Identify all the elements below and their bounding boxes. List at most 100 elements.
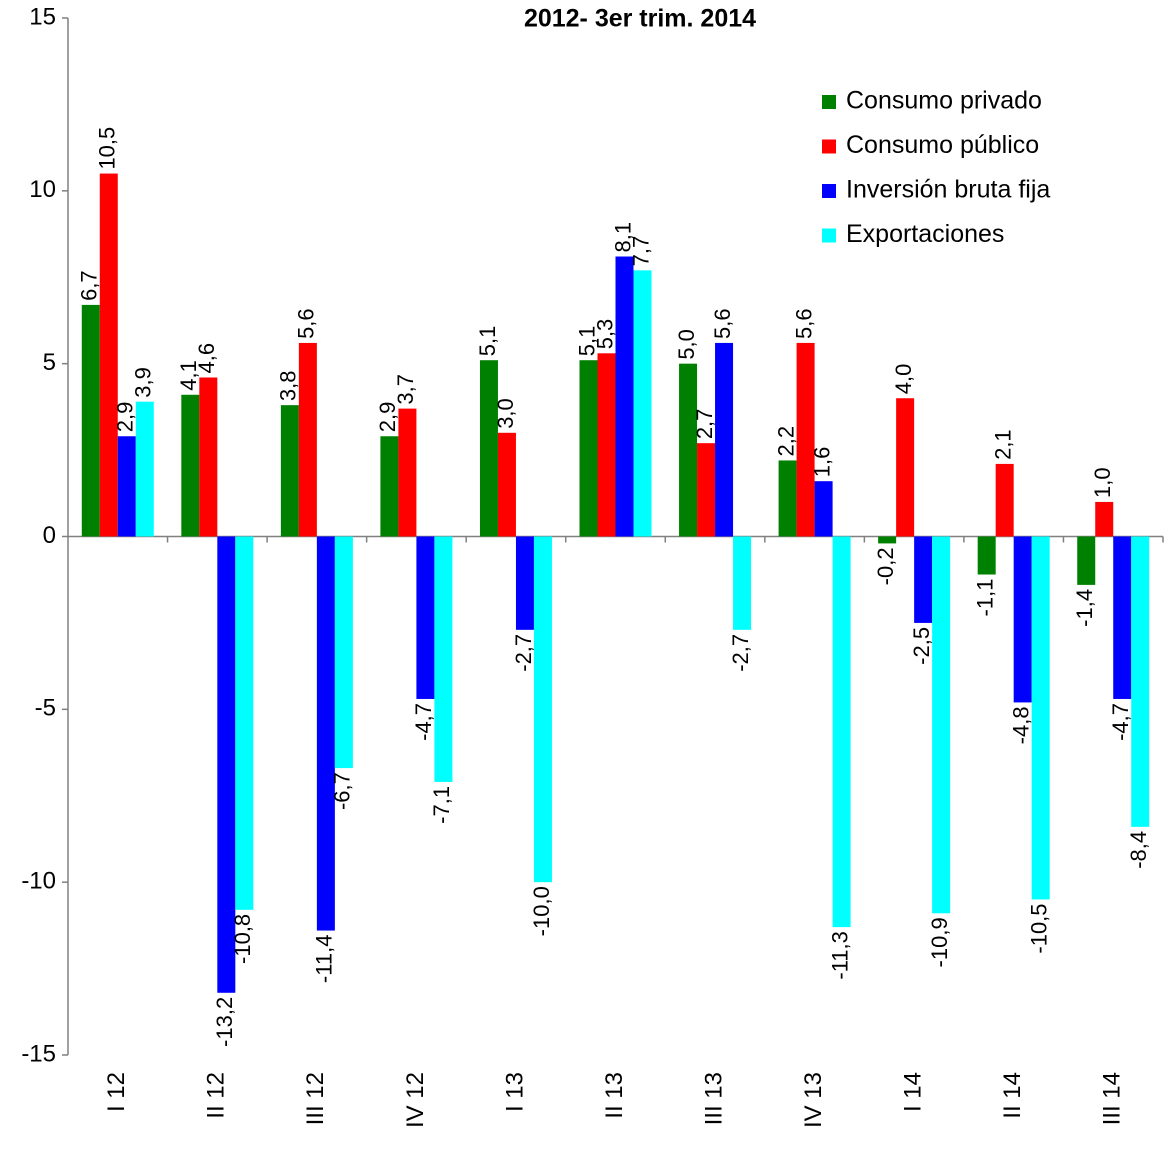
x-tick-label: III 12 [302, 1072, 329, 1125]
bar [316, 536, 335, 931]
bar [715, 342, 734, 537]
value-label: 4,6 [194, 343, 219, 374]
bar [533, 536, 552, 883]
bar [679, 363, 698, 537]
value-label: 1,6 [809, 447, 834, 478]
value-label: -10,8 [230, 914, 255, 964]
bar [914, 536, 933, 623]
value-label: -0,2 [873, 547, 898, 585]
value-label: -1,1 [972, 579, 997, 617]
bar [235, 536, 254, 910]
legend-swatch [822, 95, 836, 109]
bar [1113, 536, 1132, 699]
bar [199, 377, 218, 537]
bar [434, 536, 453, 782]
y-tick-label: 10 [29, 176, 56, 203]
bar [733, 536, 752, 630]
value-label: 6,7 [77, 270, 102, 301]
value-label: 2,2 [773, 426, 798, 457]
bar [298, 342, 317, 537]
bar [878, 536, 897, 544]
value-label: 4,0 [891, 364, 916, 395]
bar [479, 360, 498, 537]
bar [697, 443, 716, 537]
value-label: -8,4 [1126, 831, 1151, 869]
value-label: -10,5 [1026, 903, 1051, 953]
legend-label: Consumo público [846, 131, 1039, 159]
bar [117, 436, 136, 537]
bar [579, 360, 598, 537]
value-label: -4,7 [1108, 703, 1133, 741]
y-tick-label: 0 [43, 522, 56, 549]
value-label: 2,7 [692, 409, 717, 440]
value-label: -2,7 [511, 634, 536, 672]
bar [832, 536, 851, 928]
legend-label: Consumo privado [846, 87, 1042, 115]
bar [615, 256, 634, 537]
x-tick-label: II 12 [203, 1072, 230, 1119]
bar [217, 536, 236, 993]
bar [977, 536, 996, 575]
value-label: -2,7 [728, 634, 753, 672]
bar [416, 536, 435, 699]
x-tick-label: III 13 [700, 1072, 727, 1125]
value-label: 10,5 [95, 127, 120, 170]
y-tick-label: 5 [43, 349, 56, 376]
value-label: 7,7 [628, 236, 653, 267]
value-label: 3,7 [393, 374, 418, 405]
value-label: -10,9 [927, 917, 952, 967]
y-tick-label: -5 [35, 695, 56, 722]
value-label: -2,5 [909, 627, 934, 665]
bar [280, 405, 299, 537]
bar [515, 536, 534, 630]
bar [896, 398, 915, 537]
bar [1013, 536, 1032, 703]
y-tick-label: -10 [21, 868, 56, 895]
x-tick-label: I 13 [501, 1072, 528, 1112]
value-label: -11,3 [827, 931, 852, 980]
value-label: 3,8 [276, 371, 301, 402]
value-label: 2,1 [990, 429, 1015, 460]
value-label: 5,1 [574, 326, 599, 357]
x-tick-label: IV 13 [800, 1072, 827, 1128]
y-tick-label: -15 [21, 1040, 56, 1067]
legend-swatch [822, 228, 836, 243]
value-label: 5,6 [294, 308, 319, 339]
value-label: -7,1 [429, 786, 454, 824]
bar [778, 460, 797, 537]
value-label: 5,0 [674, 329, 699, 360]
bar [796, 342, 815, 537]
value-label: 8,1 [610, 222, 635, 253]
value-label: 3,0 [493, 398, 518, 429]
bar [334, 536, 353, 769]
bar [99, 173, 118, 537]
bar [932, 536, 951, 914]
x-tick-label: II 14 [999, 1072, 1026, 1119]
value-label: 5,1 [475, 326, 500, 357]
x-tick-label: III 14 [1099, 1072, 1126, 1125]
bar [1131, 536, 1150, 827]
bar [81, 304, 100, 537]
value-label: -10,0 [529, 886, 554, 936]
value-label: 1,0 [1090, 467, 1115, 498]
bar [995, 463, 1014, 537]
bar [135, 401, 154, 537]
legend-label: Inversión bruta fija [846, 176, 1050, 204]
bar [633, 270, 652, 537]
value-label: 2,9 [375, 402, 400, 433]
chart-title: 2012- 3er trim. 2014 [524, 5, 756, 33]
x-tick-label: I 14 [899, 1072, 926, 1112]
value-label: 4,1 [176, 360, 201, 391]
value-label: -13,2 [212, 997, 237, 1047]
x-tick-label: I 12 [103, 1072, 130, 1112]
legend-label: Exportaciones [846, 220, 1004, 248]
value-label: 2,9 [113, 402, 138, 433]
bar [597, 353, 616, 537]
y-tick-label: 15 [29, 3, 56, 30]
value-label: -4,7 [411, 703, 436, 741]
bar [398, 408, 417, 537]
bar [497, 432, 516, 537]
legend-swatch [822, 139, 836, 154]
value-label: 3,9 [131, 367, 156, 398]
